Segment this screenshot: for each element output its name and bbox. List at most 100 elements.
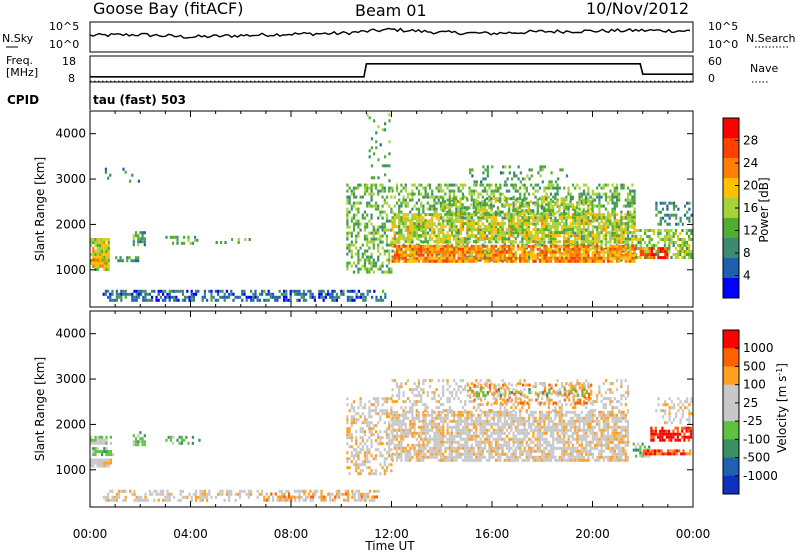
scatter-cell — [168, 495, 171, 499]
scatter-cell — [406, 228, 410, 232]
scatter-cell — [417, 213, 421, 217]
scatter-cell — [655, 244, 658, 247]
scatter-cell — [107, 262, 110, 265]
scatter-cell — [346, 267, 349, 271]
scatter-cell — [527, 231, 531, 235]
scatter-cell — [285, 298, 288, 302]
scatter-cell — [375, 489, 378, 493]
scatter-cell — [360, 498, 363, 502]
scatter-cell — [404, 222, 407, 226]
scatter-cell — [94, 250, 97, 253]
scatter-cell — [543, 197, 546, 201]
scatter-cell — [499, 225, 502, 229]
scatter-cell — [475, 183, 478, 187]
scatter-cell — [670, 238, 673, 241]
scatter-cell — [670, 213, 673, 217]
scatter-cell — [626, 222, 630, 226]
scatter-cell — [600, 243, 603, 247]
scatter-cell — [525, 256, 528, 260]
scatter-cell — [659, 210, 662, 214]
scatter-cell — [457, 228, 460, 232]
scatter-cell — [442, 189, 445, 193]
scatter-cell — [107, 256, 110, 259]
scatter-cell — [681, 250, 684, 253]
scatter-cell — [611, 234, 614, 238]
scatter-cell — [404, 416, 407, 420]
scatter-cell — [587, 234, 590, 238]
scatter-cell — [439, 428, 443, 432]
scatter-cell — [379, 210, 382, 214]
scatter-cell — [613, 252, 616, 256]
scatter-cell — [379, 298, 382, 302]
scatter-cell — [393, 253, 396, 257]
scatter-cell — [598, 259, 601, 263]
scatter-cell — [442, 425, 445, 429]
scatter-cell — [206, 495, 209, 499]
scatter-cell — [504, 180, 507, 184]
scatter-cell — [659, 229, 662, 232]
scatter-cell — [666, 247, 669, 251]
scatter-cell — [103, 464, 106, 468]
scatter-cell — [578, 222, 581, 226]
scatter-cell — [431, 250, 434, 254]
scatter-cell — [494, 250, 498, 254]
scatter-cell — [433, 410, 436, 414]
scatter-cell — [411, 228, 414, 232]
scatter-cell — [593, 244, 597, 248]
scatter-cell — [400, 216, 403, 220]
scatter-cell — [98, 438, 101, 442]
scatter-cell — [556, 225, 559, 229]
scatter-cell — [491, 165, 494, 169]
scatter-cell — [90, 259, 93, 262]
scatter-cell — [101, 450, 104, 454]
scatter-cell — [481, 237, 484, 241]
scatter-cell — [571, 253, 575, 257]
scatter-cell — [437, 247, 440, 251]
scatter-cell — [290, 495, 293, 499]
scatter-cell — [422, 256, 425, 260]
scatter-cell — [565, 198, 568, 202]
scatter-cell — [435, 237, 438, 241]
scatter-cell — [406, 195, 410, 199]
scatter-cell — [521, 222, 524, 226]
scatter-cell — [187, 238, 190, 242]
scatter-cell — [103, 241, 106, 244]
scatter-cell — [409, 425, 412, 429]
scatter-cell — [446, 222, 449, 226]
scatter-cell — [109, 292, 112, 296]
scatter-cell — [142, 498, 145, 502]
scatter-cell — [417, 443, 421, 447]
scatter-cell — [388, 427, 391, 431]
scatter-cell — [648, 235, 651, 238]
scatter-cell — [417, 234, 421, 238]
scatter-cell — [144, 495, 147, 499]
scatter-cell — [443, 203, 447, 207]
scatter-cell — [508, 250, 511, 254]
scatter-cell — [105, 447, 108, 451]
scatter-cell — [519, 222, 522, 226]
scatter-cell — [409, 410, 412, 414]
scatter-cell — [607, 210, 610, 214]
scatter-cell — [475, 228, 478, 232]
scatter-cell — [486, 183, 489, 187]
scatter-cell — [381, 412, 384, 416]
scatter-cell — [514, 225, 517, 229]
scatter-cell — [444, 255, 447, 259]
scatter-cell — [411, 189, 414, 193]
scatter-cell — [381, 466, 384, 470]
scatter-cell — [672, 232, 675, 235]
scatter-cell — [525, 228, 528, 232]
scatter-cell — [352, 457, 356, 461]
scatter-cell — [368, 421, 371, 425]
scatter-cell — [360, 492, 363, 496]
scatter-cell — [565, 247, 568, 251]
scatter-cell — [596, 259, 599, 263]
scatter-cell — [644, 232, 647, 235]
scatter-cell — [359, 463, 362, 467]
scatter-cell — [383, 409, 386, 413]
scatter-cell — [677, 250, 680, 253]
scatter-cell — [92, 241, 95, 244]
scatter-cell — [426, 219, 429, 223]
scatter-cell — [554, 203, 557, 207]
scatter-cell — [571, 256, 575, 260]
